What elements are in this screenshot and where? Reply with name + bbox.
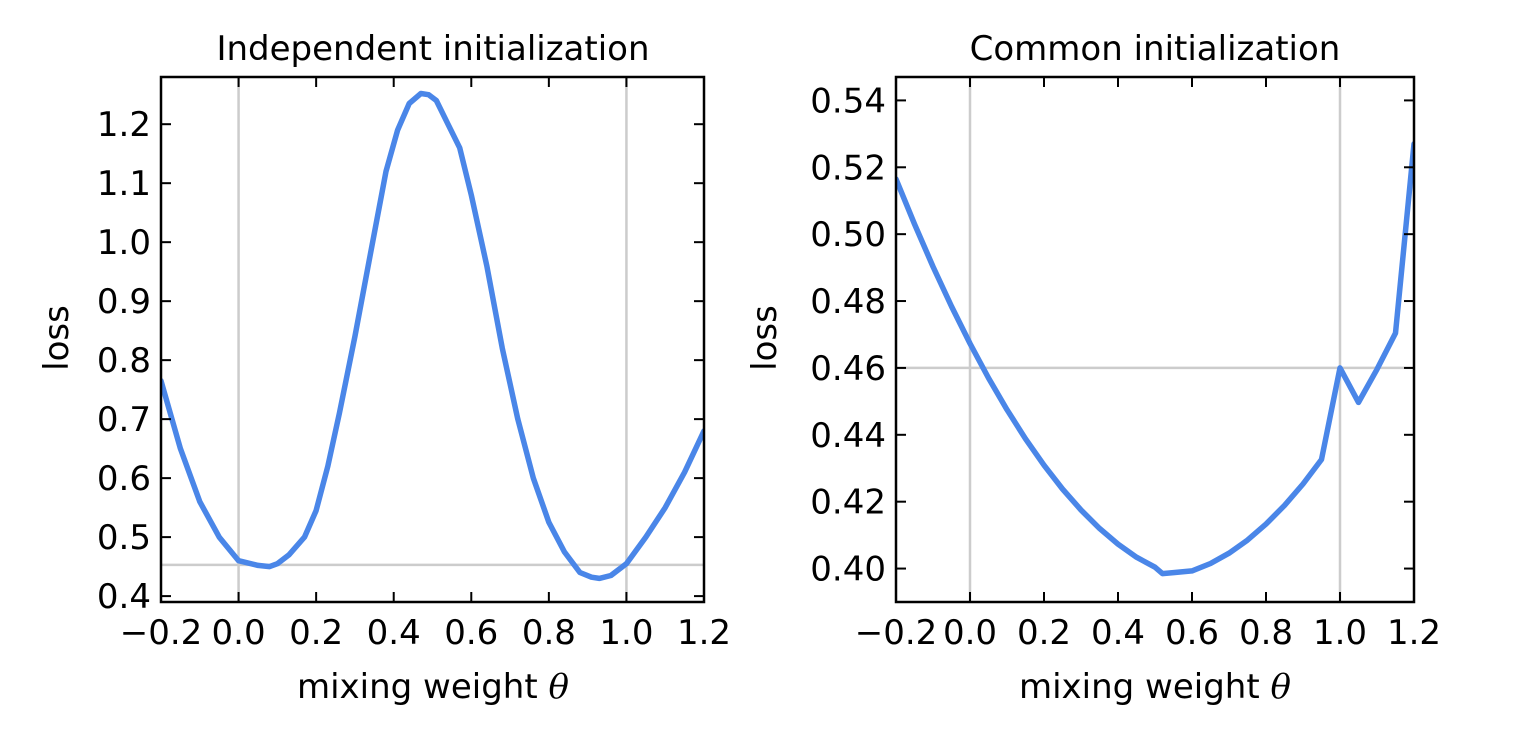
y-tick-label: 0.5 — [97, 518, 151, 558]
y-tick-label: 0.48 — [810, 282, 886, 322]
x-tick-label: 0.4 — [367, 613, 421, 653]
x-tick-label: 0.8 — [1239, 613, 1293, 653]
y-tick-label: 0.42 — [810, 483, 886, 523]
y-tick-label: 0.8 — [97, 341, 151, 381]
x-tick-label: −0.2 — [855, 613, 938, 653]
y-tick-label: 1.2 — [97, 105, 151, 145]
x-tick-label: 1.0 — [599, 613, 653, 653]
chart-common-initialization: Common initialization loss mixing weight… — [745, 29, 1441, 707]
x-tick-label: 0.0 — [943, 613, 997, 653]
loss-curve — [896, 141, 1414, 577]
y-tick-label: 0.52 — [810, 148, 886, 188]
plot-frame — [894, 75, 1416, 604]
chart-independent-initialization: Independent initialization loss mixing w… — [37, 29, 731, 707]
y-tick-label: 0.4 — [97, 577, 151, 617]
x-tick-label: 0.2 — [1017, 613, 1071, 653]
y-tick-label: 0.44 — [810, 416, 886, 456]
x-tick-label: 0.6 — [1165, 613, 1219, 653]
y-tick-label: 0.54 — [810, 81, 886, 121]
y-tick-label: 0.6 — [97, 459, 151, 499]
x-axis-label: mixing weight θ — [297, 667, 569, 707]
x-tick-label: 0.4 — [1091, 613, 1145, 653]
y-tick-label: 0.40 — [810, 550, 886, 590]
loss-curve — [161, 90, 704, 582]
y-tick-label: 0.9 — [97, 282, 151, 322]
x-tick-label: 0.6 — [444, 613, 498, 653]
y-tick-label: 0.7 — [97, 400, 151, 440]
y-axis-label: loss — [745, 305, 785, 371]
x-tick-label: 1.0 — [1313, 613, 1367, 653]
x-tick-label: 0.2 — [289, 613, 343, 653]
chart-title: Independent initialization — [216, 29, 649, 69]
x-tick-label: 0.0 — [212, 613, 266, 653]
chart-title: Common initialization — [970, 29, 1341, 69]
x-axis-label: mixing weight θ — [1019, 667, 1291, 707]
y-axis-label: loss — [37, 305, 77, 371]
y-tick-label: 1.1 — [97, 164, 151, 204]
y-tick-label: 1.0 — [97, 223, 151, 263]
x-tick-label: 1.2 — [1387, 613, 1441, 653]
x-tick-label: −0.2 — [120, 613, 203, 653]
y-tick-label: 0.46 — [810, 349, 886, 389]
x-tick-label: 0.8 — [522, 613, 576, 653]
plot-frame — [159, 75, 706, 604]
x-tick-label: 1.2 — [677, 613, 731, 653]
y-tick-label: 0.50 — [810, 215, 886, 255]
